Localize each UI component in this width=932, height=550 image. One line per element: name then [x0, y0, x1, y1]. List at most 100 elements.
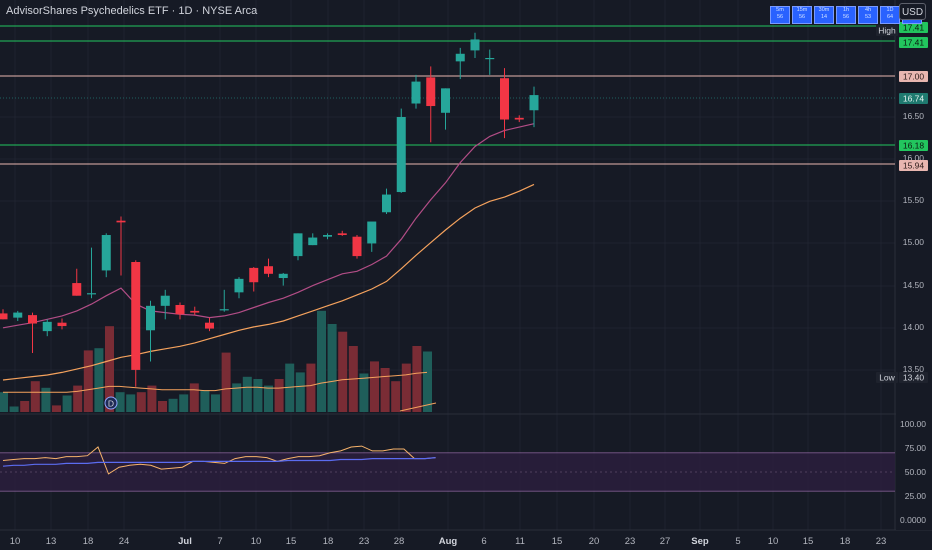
time-tick-label: 13 — [46, 536, 57, 547]
volume-bar — [200, 390, 210, 412]
candle-body — [293, 233, 303, 257]
price-label-text: 17.41 — [903, 23, 925, 33]
timeframe-button[interactable]: 1D 64 — [880, 6, 900, 24]
timeframe-button[interactable]: 5m 56 — [770, 6, 790, 24]
timeframe-button[interactable]: 15m 56 — [792, 6, 812, 24]
candle-body — [323, 235, 332, 237]
symbol-title[interactable]: AdvisorShares Psychedelics ETF · 1D · NY… — [6, 5, 258, 17]
fast-moving-average-line — [2, 123, 535, 329]
time-tick-label: 15 — [286, 536, 297, 547]
time-tick-label: 24 — [119, 536, 130, 547]
timeframe-button-bottom: 56 — [798, 14, 806, 20]
price-axis[interactable]: 16.50 16.00 15.50 15.00 14.50 14.00 13.50 17.41… — [876, 0, 932, 530]
time-tick-label: 10 — [768, 536, 779, 547]
timeframe-button[interactable]: 4h 53 — [858, 6, 878, 24]
price-label-box — [899, 37, 928, 48]
price-label-box — [899, 71, 928, 82]
volume-bar — [306, 363, 316, 412]
candle-body — [42, 321, 52, 332]
volume-bar — [115, 392, 125, 412]
oscillator-line — [2, 445, 436, 475]
price-label-text: High — [878, 26, 896, 36]
candle-body — [205, 322, 214, 329]
time-tick-label: Jul — [178, 536, 192, 547]
volume-bar — [158, 401, 167, 412]
volume-bar — [62, 395, 72, 412]
volume-bar — [274, 379, 284, 412]
volume-bar — [380, 368, 390, 412]
timeframe-button[interactable]: 30m 14 — [814, 6, 834, 24]
moving-average-lines — [2, 123, 535, 381]
candle-body — [146, 305, 155, 331]
time-tick-label: 5 — [735, 536, 740, 547]
timeframe-button[interactable]: 1h 56 — [836, 6, 856, 24]
volume-bar — [73, 385, 83, 412]
candle-body — [219, 309, 229, 311]
dividend-marker[interactable]: D — [104, 396, 118, 410]
candle-body — [72, 283, 82, 296]
price-tick-label: 13.50 — [903, 364, 925, 374]
oscillator-tick-label: 25.00 — [905, 491, 927, 501]
candle-body — [0, 313, 8, 320]
volume-ma2-line — [399, 402, 437, 412]
price-label-text: 16.74 — [903, 94, 925, 104]
volume-bar — [423, 351, 432, 412]
time-tick-label: 18 — [323, 536, 334, 547]
price-tick-label: 16.00 — [903, 153, 925, 163]
candle-body — [441, 88, 450, 113]
price-label-box — [899, 160, 928, 171]
volume-ma-line — [3, 371, 428, 393]
volume-bar — [317, 310, 326, 412]
candle-body — [116, 220, 126, 223]
candle-body — [426, 77, 436, 107]
candle-body — [352, 236, 362, 257]
candle-body — [57, 322, 67, 327]
candle-body — [500, 78, 509, 120]
time-tick-label: 18 — [840, 536, 851, 547]
timeframe-button-bottom: 53 — [864, 14, 872, 20]
time-tick-label: 15 — [803, 536, 814, 547]
timeframe-button-bottom: 56 — [776, 14, 784, 20]
volume-bar — [168, 398, 178, 412]
timeframe-button-top: 30m — [818, 7, 830, 13]
volume-bar — [126, 394, 136, 412]
price-tick-label: 15.00 — [903, 237, 925, 247]
chart-grid — [0, 0, 932, 531]
timeframe-button-top: 5m — [776, 7, 784, 13]
volume-bar — [83, 350, 93, 412]
time-tick-label: 18 — [83, 536, 94, 547]
oscillator-tick-label: 50.00 — [905, 467, 927, 477]
volume-bar — [295, 372, 305, 412]
time-tick-label: Sep — [691, 536, 709, 547]
candle-body — [234, 278, 244, 293]
volume-bar — [94, 348, 104, 412]
candle-body — [13, 312, 23, 318]
candlestick-series — [0, 32, 539, 387]
timeframe-button-top: 15m — [796, 7, 808, 13]
oscillator-tick-label: 100.00 — [900, 419, 926, 429]
candle-body — [190, 310, 200, 313]
time-tick-label: Aug — [439, 536, 458, 547]
time-tick-label: 11 — [515, 536, 525, 547]
candle-body — [160, 295, 170, 306]
time-axis[interactable]: 10 13 18 24 Jul 7 10 15 18 23 28 Aug 6 11 15 20 23 27 Sep 5… — [10, 536, 887, 547]
price-label-box — [899, 93, 928, 104]
volume-bar — [242, 376, 252, 412]
volume-bar — [52, 405, 61, 412]
dividend-marker-label: D — [108, 399, 114, 409]
volume-bar — [189, 383, 199, 412]
volume-bars — [0, 310, 437, 412]
oscillator-tick-label: 75.00 — [905, 443, 927, 453]
price-label-box — [876, 372, 898, 383]
candle-body — [175, 304, 185, 315]
candle-body — [470, 39, 480, 51]
candle-body — [382, 194, 391, 213]
candle-body — [278, 273, 288, 279]
volume-bar — [147, 385, 157, 412]
currency-button[interactable]: USD — [899, 3, 926, 20]
volume-bar — [20, 401, 30, 412]
time-tick-label: 7 — [217, 536, 222, 547]
volume-bar — [253, 379, 263, 412]
volume-bar — [401, 363, 411, 412]
